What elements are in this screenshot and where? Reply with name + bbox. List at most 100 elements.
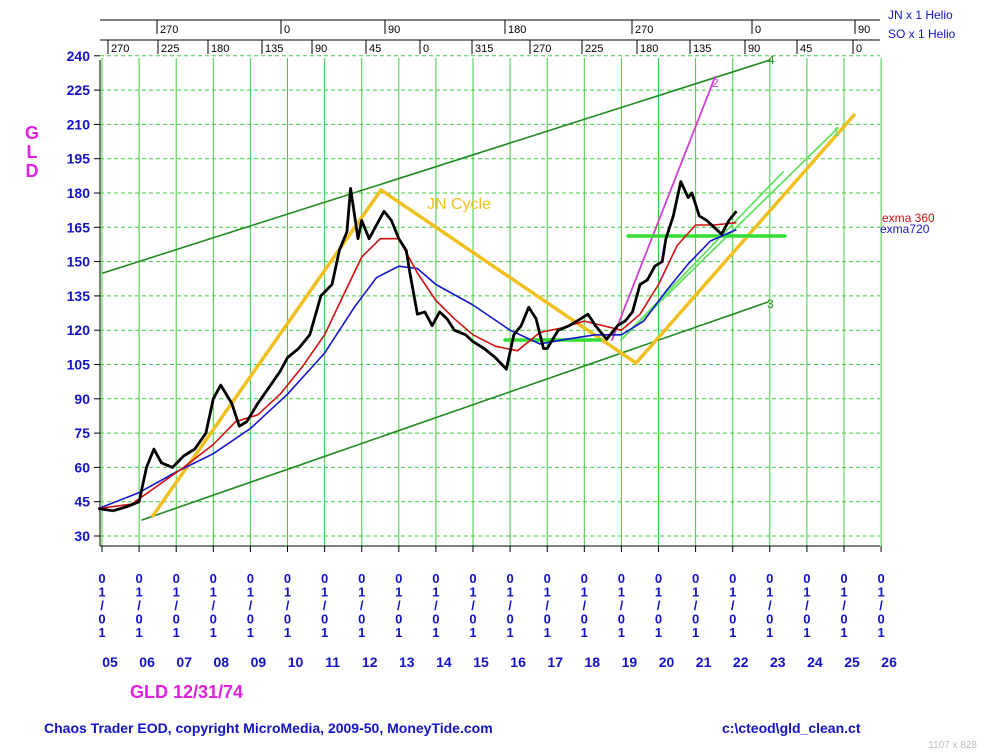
x-tick-date-char: 0 bbox=[135, 612, 142, 627]
y-axis-title-letter: D bbox=[26, 161, 39, 181]
jn-helio-label: JN x 1 Helio bbox=[888, 8, 953, 22]
x-tick-date-char: 1 bbox=[135, 585, 142, 600]
x-tick-date-char: 0 bbox=[173, 612, 180, 627]
x-tick-date-char: 0 bbox=[469, 612, 476, 627]
lower-channel-line bbox=[141, 301, 769, 521]
x-tick-date-char: 0 bbox=[655, 612, 662, 627]
x-tick-date-char: 0 bbox=[618, 571, 625, 586]
jn-cycle-label: JN Cycle bbox=[427, 196, 491, 213]
y-tick-label: 180 bbox=[67, 185, 91, 201]
x-tick-date-char: 1 bbox=[692, 585, 699, 600]
x-tick-date-char: 1 bbox=[395, 625, 402, 640]
fan-label-2: 2 bbox=[712, 76, 719, 90]
y-axis-title-letter: G bbox=[25, 123, 39, 143]
x-tick-date-char: 0 bbox=[692, 612, 699, 627]
x-tick-year: 06 bbox=[139, 654, 155, 670]
x-tick-year: 16 bbox=[510, 654, 526, 670]
jn-degree-label: 90 bbox=[388, 24, 400, 36]
exma720-label: exma720 bbox=[880, 222, 930, 236]
x-tick-date-char: / bbox=[545, 598, 549, 613]
y-tick-label: 105 bbox=[67, 357, 91, 373]
x-tick-date-char: 1 bbox=[766, 625, 773, 640]
so-degree-label: 180 bbox=[211, 43, 229, 55]
jn-degree-label: 270 bbox=[160, 24, 178, 36]
x-tick-date-char: 0 bbox=[655, 571, 662, 586]
x-tick-date-char: 1 bbox=[98, 625, 105, 640]
x-tick-date-char: 1 bbox=[506, 625, 513, 640]
fan-line-1 bbox=[620, 127, 839, 341]
x-tick-date-char: 1 bbox=[692, 625, 699, 640]
so-degree-label: 135 bbox=[693, 43, 711, 55]
y-tick-label: 75 bbox=[74, 425, 90, 441]
so-degree-label: 225 bbox=[161, 43, 179, 55]
so-degree-label: 0 bbox=[856, 43, 862, 55]
x-tick-date-char: 1 bbox=[284, 585, 291, 600]
x-tick-date-char: 0 bbox=[766, 571, 773, 586]
x-tick-date-char: 1 bbox=[432, 585, 439, 600]
y-tick-label: 90 bbox=[74, 391, 90, 407]
x-tick-date-char: 1 bbox=[618, 585, 625, 600]
x-tick-date-char: / bbox=[842, 598, 846, 613]
x-tick-date-char: 0 bbox=[692, 571, 699, 586]
y-tick-label: 30 bbox=[74, 528, 90, 544]
x-tick-date-char: 1 bbox=[544, 625, 551, 640]
x-tick-date-char: 0 bbox=[210, 571, 217, 586]
fan-line-2 bbox=[611, 76, 716, 341]
x-tick-date-char: 0 bbox=[284, 612, 291, 627]
x-tick-date-char: 0 bbox=[729, 571, 736, 586]
fan-label-3: 3 bbox=[767, 297, 774, 311]
x-tick-date-char: 0 bbox=[803, 612, 810, 627]
x-tick-date-char: 1 bbox=[358, 585, 365, 600]
jn-degree-label: 90 bbox=[858, 24, 870, 36]
x-tick-date-char: 1 bbox=[210, 585, 217, 600]
x-tick-year: 11 bbox=[325, 654, 340, 670]
x-tick-date-char: 0 bbox=[766, 612, 773, 627]
x-tick-date-char: 1 bbox=[729, 625, 736, 640]
x-tick-date-char: 0 bbox=[544, 571, 551, 586]
jn-degree-label: 0 bbox=[284, 24, 290, 36]
x-tick-date-char: 0 bbox=[840, 612, 847, 627]
x-tick-date-char: 0 bbox=[395, 612, 402, 627]
x-tick-date-char: 1 bbox=[803, 585, 810, 600]
x-tick-date-char: / bbox=[471, 598, 475, 613]
x-tick-date-char: 1 bbox=[358, 625, 365, 640]
x-tick-date-char: 1 bbox=[655, 585, 662, 600]
x-tick-year: 24 bbox=[807, 654, 823, 670]
x-tick-year: 23 bbox=[770, 654, 786, 670]
x-tick-date-char: 0 bbox=[247, 571, 254, 586]
jn-cycle-line bbox=[150, 112, 857, 519]
exma360-label: exma 360 bbox=[882, 211, 935, 225]
x-tick-date-char: 1 bbox=[469, 585, 476, 600]
x-tick-date-char: / bbox=[805, 598, 809, 613]
x-tick-date-char: 1 bbox=[135, 625, 142, 640]
x-tick-date-char: 0 bbox=[173, 571, 180, 586]
x-tick-date-char: 0 bbox=[877, 612, 884, 627]
x-tick-year: 08 bbox=[214, 654, 230, 670]
x-tick-date-char: / bbox=[879, 598, 883, 613]
y-tick-label: 120 bbox=[67, 322, 91, 338]
y-tick-label: 195 bbox=[67, 151, 91, 167]
x-tick-date-char: / bbox=[434, 598, 438, 613]
x-tick-date-char: 1 bbox=[173, 585, 180, 600]
x-tick-date-char: 1 bbox=[210, 625, 217, 640]
so-degree-label: 315 bbox=[475, 43, 493, 55]
series-exma360 bbox=[98, 221, 737, 510]
x-tick-date-char: 0 bbox=[210, 612, 217, 627]
x-tick-date-char: / bbox=[582, 598, 586, 613]
so-degree-label: 270 bbox=[111, 43, 129, 55]
so-degree-label: 90 bbox=[315, 43, 327, 55]
x-tick-date-char: 1 bbox=[321, 585, 328, 600]
y-tick-label: 225 bbox=[67, 82, 91, 98]
so-degree-label: 0 bbox=[423, 43, 429, 55]
x-tick-date-char: 0 bbox=[581, 571, 588, 586]
x-tick-date-char: 1 bbox=[618, 625, 625, 640]
x-tick-date-char: / bbox=[286, 598, 290, 613]
x-tick-year: 10 bbox=[288, 654, 304, 670]
x-tick-date-char: 0 bbox=[98, 612, 105, 627]
jn-degree-label: 0 bbox=[755, 24, 761, 36]
x-tick-year: 09 bbox=[251, 654, 267, 670]
x-tick-date-char: / bbox=[694, 598, 698, 613]
x-tick-date-char: 1 bbox=[284, 625, 291, 640]
x-tick-date-char: 0 bbox=[618, 612, 625, 627]
